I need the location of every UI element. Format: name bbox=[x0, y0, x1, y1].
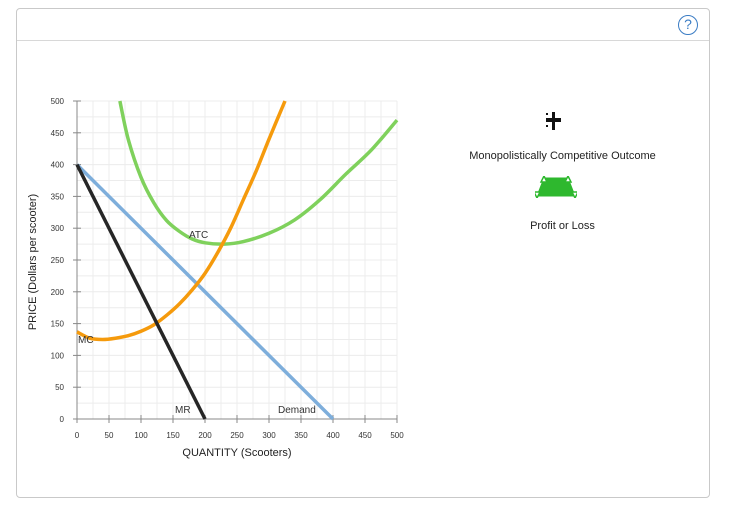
x-tick-label: 400 bbox=[326, 431, 340, 440]
y-tick-label: 400 bbox=[51, 161, 65, 170]
x-tick-label: 150 bbox=[166, 431, 180, 440]
y-tick-label: 500 bbox=[51, 97, 65, 106]
atc-label: ATC bbox=[189, 230, 208, 241]
x-tick-label: 100 bbox=[134, 431, 148, 440]
x-tick-label: 250 bbox=[230, 431, 244, 440]
mc-curve[interactable] bbox=[76, 100, 287, 342]
y-tick-label: 350 bbox=[51, 192, 65, 201]
y-tick-label: 150 bbox=[51, 320, 65, 329]
demand-curve[interactable] bbox=[75, 163, 335, 421]
y-tick-label: 200 bbox=[51, 288, 65, 297]
x-tick-label: 500 bbox=[390, 431, 404, 440]
x-tick-label: 300 bbox=[262, 431, 276, 440]
y-tick-label: 100 bbox=[51, 351, 65, 360]
x-tick-label: 50 bbox=[105, 431, 114, 440]
mr-label: MR bbox=[175, 405, 191, 416]
mc-label: MC bbox=[78, 335, 94, 346]
x-tick-label: 0 bbox=[75, 431, 80, 440]
question-panel: ? bbox=[16, 8, 710, 498]
x-tick-label: 200 bbox=[198, 431, 212, 440]
y-tick-label: 0 bbox=[60, 415, 65, 424]
panel-toolbar: ? bbox=[17, 9, 709, 41]
y-tick-label: 250 bbox=[51, 256, 65, 265]
help-button[interactable]: ? bbox=[678, 15, 698, 35]
y-axis-label: PRICE (Dollars per scooter) bbox=[27, 194, 39, 330]
mr-curve[interactable] bbox=[75, 163, 207, 420]
y-tick-label: 50 bbox=[55, 383, 64, 392]
y-tick-label: 450 bbox=[51, 129, 65, 138]
point-cross-icon[interactable] bbox=[543, 110, 567, 132]
legend-label-profit-loss: Profit or Loss bbox=[530, 220, 595, 232]
x-tick-label: 450 bbox=[358, 431, 372, 440]
green-trapezoid-icon[interactable] bbox=[535, 176, 577, 198]
demand-label: Demand bbox=[278, 405, 316, 416]
atc-curve[interactable] bbox=[118, 100, 399, 246]
x-axis-label: QUANTITY (Scooters) bbox=[182, 447, 291, 459]
y-tick-label: 300 bbox=[51, 224, 65, 233]
x-tick-label: 350 bbox=[294, 431, 308, 440]
legend-label-outcome: Monopolistically Competitive Outcome bbox=[469, 150, 656, 162]
